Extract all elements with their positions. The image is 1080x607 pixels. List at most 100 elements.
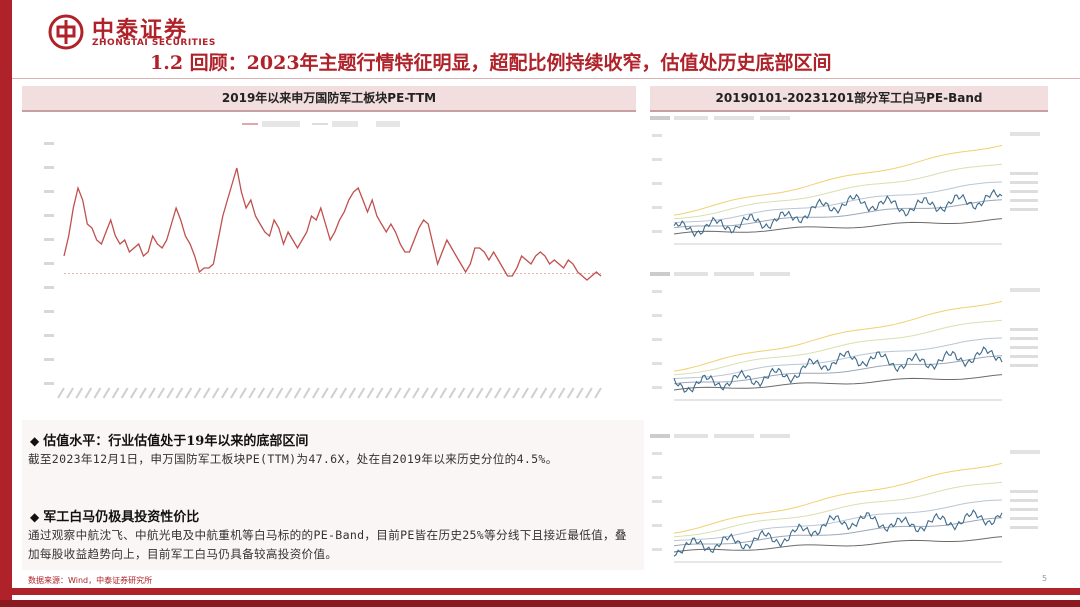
section1-body: 截至2023年12月1日，申万国防军工板块PE(TTM)为47.6X，处在自20… [28,452,558,466]
section1-heading: ◆ 估值水平：行业估值处于19年以来的底部区间 [30,434,309,449]
x-tick-label [366,387,375,399]
mini-band-label [1010,499,1038,502]
mini-y-tick [652,500,662,503]
x-tick-label [339,387,348,399]
x-tick-label [211,387,220,399]
x-tick-label [166,387,175,399]
pe-price-line [673,346,1003,393]
x-tick-label [457,387,466,399]
pe-band-chart-1 [650,116,1040,245]
mini-band-label [1010,172,1038,175]
mini-legend-title [650,272,670,276]
x-tick-label [148,387,156,399]
left-panel-header: 2019年以来申万国防军工板块PE-TTM [22,86,636,112]
mini-legend-item [760,434,790,438]
x-tick-label [521,387,530,399]
x-tick-label [102,387,111,399]
x-tick-label [57,387,65,399]
mini-legend-title [650,116,670,120]
pe-band-line [673,481,1003,538]
diamond-bullet-icon: ◆ [30,434,40,448]
right-panel-header: 20190101-20231201部分军工白马PE-Band [650,86,1048,112]
mini-y-tick [652,338,662,341]
x-tick-label [575,387,584,399]
pe-band-line [673,218,1003,235]
y-tick-label [44,166,54,169]
pe-price-line [673,188,1003,238]
x-tick-label [530,387,539,399]
mini-y-tick [652,158,662,161]
mini-legend-item [1010,450,1040,454]
x-tick-label [257,387,266,399]
mini-y-tick [652,524,662,527]
x-tick-label [66,387,74,399]
x-tick-label [193,387,202,399]
x-tick-label [393,387,402,399]
mini-band-label [1010,508,1038,511]
x-tick-label [512,387,520,399]
pe-band-line [673,300,1003,372]
x-tick-label [248,387,256,399]
x-tick-label [129,387,138,399]
x-tick-label [494,387,502,399]
mini-band-label [1010,364,1038,367]
pe-ttm-chart [44,121,602,399]
mini-band-label [1010,346,1038,349]
pe-band-line [673,462,1003,534]
y-axis-ticks [44,142,54,385]
pe-band-line [673,499,1003,542]
commentary-box [22,420,644,570]
mini-y-tick [652,452,662,455]
x-tick-label [475,387,484,399]
x-tick-label [585,387,593,399]
left-accent-bar [0,0,12,607]
mini-legend-item [674,116,708,120]
x-tick-label [120,387,129,399]
mini-band-label [1010,328,1038,331]
pe-band-line [673,355,1003,385]
mini-band-label [1010,490,1038,493]
x-tick-label [284,387,293,399]
brand-name-cn: 中泰证券 [92,18,189,43]
section2-heading: ◆ 军工白马仍极具投资性价比 [30,510,200,525]
x-tick-label [594,387,602,399]
y-tick-label [44,238,54,241]
pe-ttm-series-line [63,167,602,281]
mini-y-tick [652,476,662,479]
mini-band-label [1010,190,1038,193]
x-tick-label [548,387,557,399]
mini-band-label [1010,208,1038,211]
x-tick-label [175,387,184,399]
y-tick-label [44,214,54,217]
mini-band-label [1010,517,1038,520]
mini-band-label [1010,181,1038,184]
x-tick-label [111,387,120,399]
mini-y-tick [652,134,662,137]
legend [242,121,400,127]
mini-y-tick [652,230,662,233]
mini-legend-title [650,434,670,438]
section2-body: 通过观察中航沈飞、中航光电及中航重机等白马标的的PE-Band，目前PE皆在历史… [28,528,627,561]
mini-y-tick [652,290,662,293]
mini-legend-item [760,116,790,120]
x-tick-label [220,387,229,399]
y-tick-label [44,262,54,265]
x-tick-label [302,387,311,399]
mini-band-label [1010,526,1038,529]
x-tick-label [321,387,329,399]
pe-band-line [673,374,1003,391]
x-tick-label [557,387,566,399]
x-tick-label [184,387,193,399]
y-tick-label [44,310,54,313]
x-tick-label [84,387,93,399]
y-tick-label [44,286,54,289]
mini-band-label [1010,337,1038,340]
x-tick-label [466,387,475,399]
brand-name-en: ZHONGTAI SECURITIES [92,38,216,48]
x-tick-label [239,387,247,399]
x-tick-label [503,387,511,399]
x-tick-label [157,387,165,399]
mini-y-tick [652,548,662,551]
mini-legend-item [674,434,708,438]
x-tick-label [311,387,320,399]
